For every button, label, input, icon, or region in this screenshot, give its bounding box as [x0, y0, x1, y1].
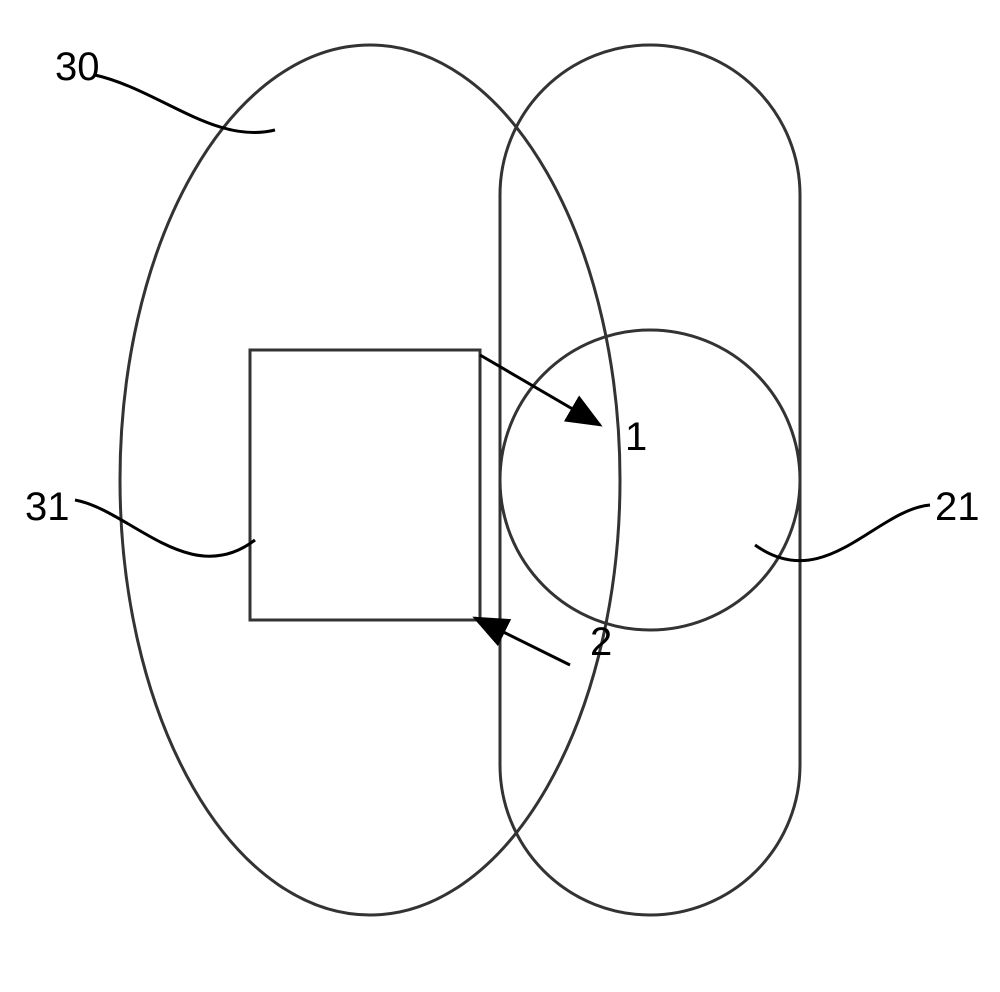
label-2: 2 — [590, 620, 612, 665]
leader-31 — [75, 500, 255, 556]
diagram-svg — [0, 0, 1000, 987]
leader-30 — [95, 75, 275, 133]
square-box — [250, 350, 480, 620]
label-31: 31 — [25, 485, 70, 530]
small-circle — [500, 330, 800, 630]
arrow-1 — [480, 355, 600, 425]
stadium-shape — [500, 45, 800, 915]
diagram-area: 30 31 21 1 2 — [0, 0, 1000, 987]
label-30: 30 — [55, 45, 100, 90]
arrow-2 — [475, 618, 570, 665]
label-1: 1 — [625, 415, 647, 460]
label-21: 21 — [935, 485, 980, 530]
